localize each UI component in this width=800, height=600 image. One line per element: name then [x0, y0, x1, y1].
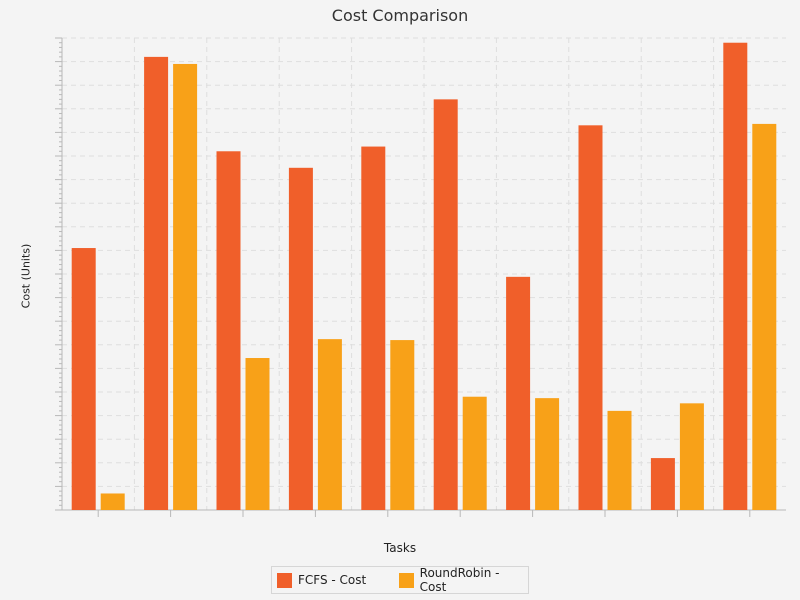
- bar-fcfs: [361, 146, 386, 510]
- bar-fcfs: [216, 151, 241, 510]
- bar-fcfs: [71, 248, 96, 511]
- legend-item-roundrobin: RoundRobin - Cost: [398, 566, 528, 594]
- bar-fcfs: [578, 125, 603, 510]
- bar-fcfs: [144, 56, 169, 510]
- legend-swatch-roundrobin: [398, 572, 414, 588]
- bar-roundrobin: [317, 339, 342, 510]
- bar-roundrobin: [535, 398, 560, 510]
- bars: [71, 42, 777, 511]
- bar-roundrobin: [245, 358, 270, 510]
- legend-label-roundrobin: RoundRobin - Cost: [419, 566, 500, 594]
- bar-roundrobin: [679, 403, 704, 510]
- legend: FCFS - Cost RoundRobin - Cost: [271, 566, 529, 594]
- bar-roundrobin: [607, 410, 632, 510]
- legend-label-fcfs: FCFS - Cost: [298, 573, 367, 587]
- bar-fcfs: [650, 458, 675, 510]
- bar-roundrobin: [390, 340, 415, 510]
- grid-lines: [62, 37, 786, 511]
- bar-roundrobin: [173, 63, 198, 511]
- bar-fcfs: [433, 99, 458, 511]
- bar-roundrobin: [752, 123, 777, 511]
- bar-fcfs: [723, 42, 748, 510]
- bar-fcfs: [506, 276, 531, 510]
- legend-item-fcfs: FCFS - Cost: [277, 572, 399, 588]
- chart-title: Cost Comparison: [331, 6, 469, 25]
- bar-roundrobin: [462, 396, 487, 510]
- x-axis-label: Tasks: [383, 541, 417, 555]
- bar-roundrobin: [100, 493, 125, 510]
- legend-swatch-fcfs: [277, 572, 292, 588]
- bar-fcfs: [288, 167, 313, 511]
